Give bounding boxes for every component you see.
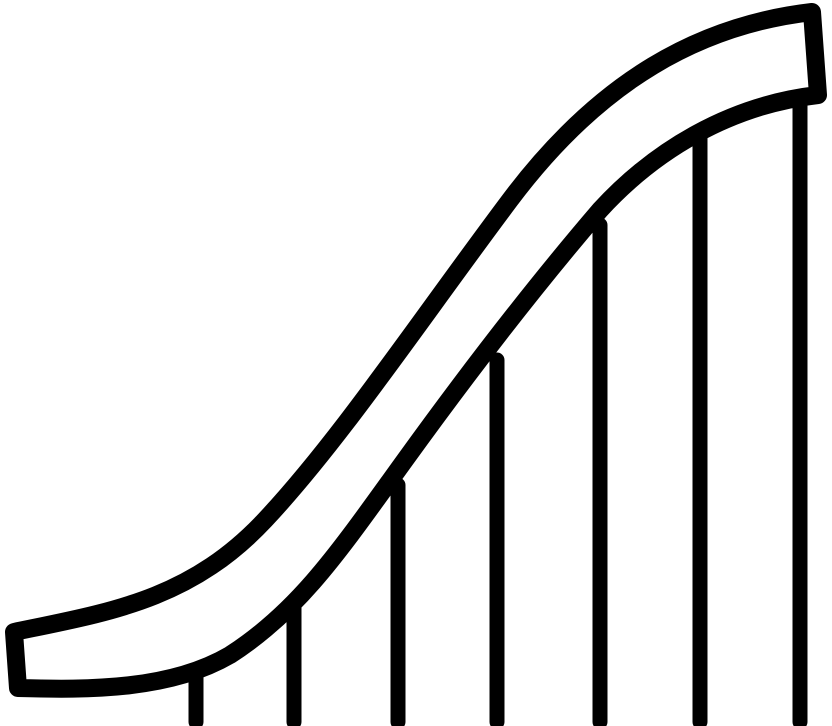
- support-posts: [188, 92, 808, 726]
- track-ramp: [5, 3, 827, 698]
